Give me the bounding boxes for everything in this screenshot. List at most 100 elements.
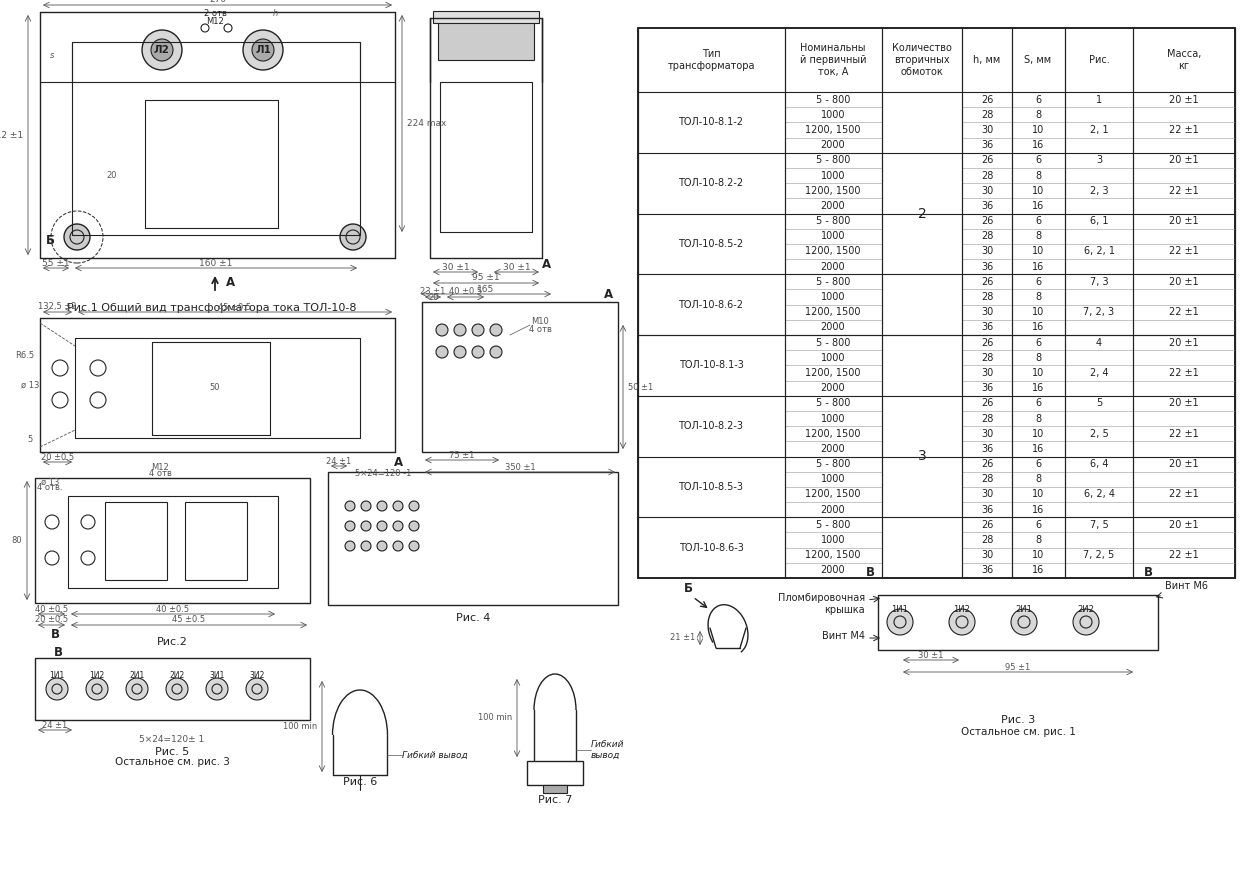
Text: 36: 36 xyxy=(981,140,993,150)
Text: 20 ±1: 20 ±1 xyxy=(1169,398,1199,409)
Text: 50 ±1: 50 ±1 xyxy=(627,382,653,391)
Text: 24 ±1: 24 ±1 xyxy=(326,457,352,466)
Text: 30: 30 xyxy=(981,125,993,135)
Text: 23 ±1: 23 ±1 xyxy=(420,288,445,296)
Text: 30: 30 xyxy=(981,429,993,438)
Circle shape xyxy=(377,541,387,551)
Text: Рис.2: Рис.2 xyxy=(156,637,187,647)
Text: 8: 8 xyxy=(1035,474,1042,484)
Text: 36: 36 xyxy=(981,261,993,272)
Circle shape xyxy=(454,346,466,358)
Circle shape xyxy=(887,609,913,635)
Text: В: В xyxy=(51,629,60,641)
Text: 16: 16 xyxy=(1032,261,1044,272)
Text: 28: 28 xyxy=(981,474,993,484)
Text: 1И1: 1И1 xyxy=(50,672,64,681)
Text: 8: 8 xyxy=(1035,110,1042,120)
Text: 3И1: 3И1 xyxy=(210,672,224,681)
Text: 55 ±1: 55 ±1 xyxy=(42,259,69,267)
Text: 224 max: 224 max xyxy=(407,119,446,128)
Text: 8: 8 xyxy=(1035,353,1042,363)
Text: 30: 30 xyxy=(981,246,993,256)
Text: 22 ±1: 22 ±1 xyxy=(1169,429,1199,438)
Text: 1200, 1500: 1200, 1500 xyxy=(805,125,861,135)
Text: s: s xyxy=(50,51,55,60)
Circle shape xyxy=(361,521,371,531)
Circle shape xyxy=(490,324,502,336)
Text: 8: 8 xyxy=(1035,292,1042,302)
Text: 2, 4: 2, 4 xyxy=(1090,368,1109,378)
Text: 1200, 1500: 1200, 1500 xyxy=(805,186,861,196)
Text: h, мм: h, мм xyxy=(973,55,1001,65)
Text: 1200, 1500: 1200, 1500 xyxy=(805,489,861,500)
Text: 2000: 2000 xyxy=(821,504,846,515)
Text: 24 ±1: 24 ±1 xyxy=(42,721,68,730)
Text: 20 ±1: 20 ±1 xyxy=(1169,277,1199,287)
Text: 6: 6 xyxy=(1035,520,1042,530)
Text: 10: 10 xyxy=(1032,429,1044,438)
Text: 6, 4: 6, 4 xyxy=(1090,459,1109,469)
Text: 28: 28 xyxy=(981,414,993,424)
Text: 6, 2, 4: 6, 2, 4 xyxy=(1084,489,1115,500)
Text: 40 ±0.5: 40 ±0.5 xyxy=(35,604,68,614)
Circle shape xyxy=(393,521,403,531)
Circle shape xyxy=(472,346,484,358)
Text: Л1: Л1 xyxy=(255,45,270,55)
Text: 16: 16 xyxy=(1032,323,1044,332)
Circle shape xyxy=(377,501,387,511)
Text: 40 ±0.5: 40 ±0.5 xyxy=(156,604,190,614)
Text: 350 ±1: 350 ±1 xyxy=(505,462,536,472)
Text: 36: 36 xyxy=(981,201,993,210)
Circle shape xyxy=(436,346,448,358)
Circle shape xyxy=(166,678,188,700)
Text: 45 ±0.5: 45 ±0.5 xyxy=(172,616,206,624)
Text: 26: 26 xyxy=(981,155,993,166)
Text: 40 ±0.5: 40 ±0.5 xyxy=(449,288,482,296)
Text: Масса,
кг: Масса, кг xyxy=(1167,49,1202,71)
Text: 5×24=120 -1: 5×24=120 -1 xyxy=(355,469,412,479)
Text: 7, 5: 7, 5 xyxy=(1090,520,1109,530)
Text: 100 min: 100 min xyxy=(477,714,512,723)
Circle shape xyxy=(206,678,228,700)
Circle shape xyxy=(436,324,448,336)
Bar xyxy=(105,502,167,580)
Text: 20: 20 xyxy=(429,293,439,302)
Text: 6: 6 xyxy=(1035,277,1042,287)
Circle shape xyxy=(409,521,419,531)
Text: 20 ±1: 20 ±1 xyxy=(1169,216,1199,226)
Text: 1000: 1000 xyxy=(821,170,846,181)
Text: 16: 16 xyxy=(1032,140,1044,150)
Bar xyxy=(35,478,310,603)
Text: 3И2: 3И2 xyxy=(249,672,264,681)
Text: 1000: 1000 xyxy=(821,414,846,424)
Text: 2, 1: 2, 1 xyxy=(1090,125,1109,135)
Circle shape xyxy=(393,501,403,511)
Text: h: h xyxy=(273,10,278,18)
Circle shape xyxy=(345,521,355,531)
Text: 1200, 1500: 1200, 1500 xyxy=(805,550,861,560)
Text: ТОЛ-10-8.2-2: ТОЛ-10-8.2-2 xyxy=(678,178,744,189)
Text: 20 ±0.5: 20 ±0.5 xyxy=(41,453,74,461)
Text: 6: 6 xyxy=(1035,398,1042,409)
Circle shape xyxy=(126,678,148,700)
Text: 10: 10 xyxy=(1032,489,1044,500)
Text: Тип
трансформатора: Тип трансформатора xyxy=(667,49,755,71)
Text: 36: 36 xyxy=(981,566,993,575)
Text: 10: 10 xyxy=(1032,368,1044,378)
Circle shape xyxy=(1011,609,1037,635)
Text: 21 ±1: 21 ±1 xyxy=(670,633,694,643)
Text: 2: 2 xyxy=(918,206,926,220)
Text: 270: 270 xyxy=(208,0,226,4)
Bar xyxy=(639,28,1235,578)
Text: 8: 8 xyxy=(1035,232,1042,241)
Circle shape xyxy=(46,678,68,700)
Text: ТОЛ-10-8.6-2: ТОЛ-10-8.6-2 xyxy=(678,300,744,310)
Circle shape xyxy=(64,224,91,250)
Bar xyxy=(438,22,534,60)
Text: 7, 3: 7, 3 xyxy=(1090,277,1109,287)
Text: Рис. 6: Рис. 6 xyxy=(343,777,377,787)
Text: 5 - 800: 5 - 800 xyxy=(816,155,851,166)
Text: 22 ±1: 22 ±1 xyxy=(1169,186,1199,196)
Text: 2000: 2000 xyxy=(821,566,846,575)
Text: 165: 165 xyxy=(477,284,495,294)
